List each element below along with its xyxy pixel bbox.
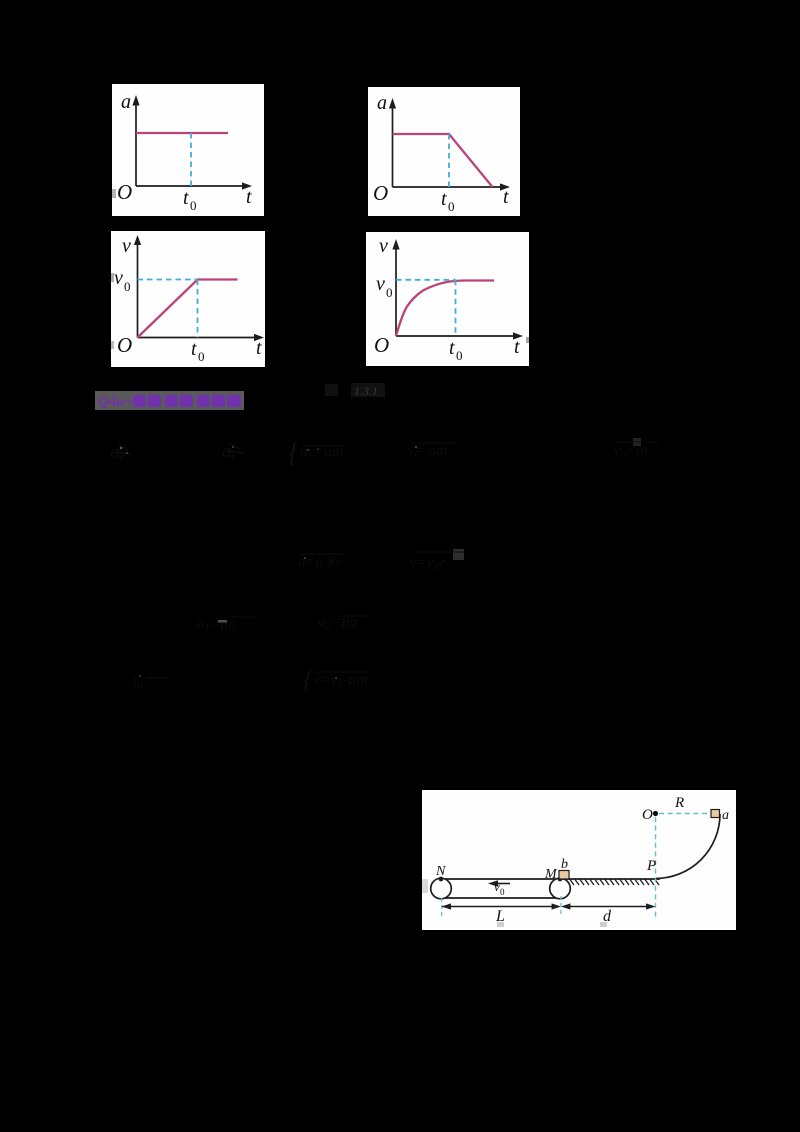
svg-text:t: t bbox=[514, 336, 520, 358]
svg-text:R: R bbox=[674, 795, 684, 811]
svg-text:{: { bbox=[288, 438, 299, 469]
svg-text:0: 0 bbox=[190, 198, 197, 213]
svg-text:t: t bbox=[246, 186, 252, 208]
svg-text:O: O bbox=[642, 807, 653, 823]
svg-text:v: v bbox=[494, 879, 500, 894]
svg-text:O: O bbox=[373, 181, 388, 205]
svg-text:v0=at: v0=at bbox=[614, 443, 649, 461]
svg-text:v=v0-µgt: v=v0-µgt bbox=[314, 672, 369, 690]
svg-text:a2=µg: a2=µg bbox=[318, 614, 358, 632]
svg-text:v: v bbox=[379, 235, 388, 257]
svg-text:t: t bbox=[256, 337, 262, 359]
svg-text:N: N bbox=[435, 864, 446, 879]
svg-text:v: v bbox=[122, 235, 131, 257]
svg-text:t: t bbox=[503, 186, 509, 208]
svg-text:a: a bbox=[121, 91, 131, 113]
svg-text:O: O bbox=[117, 333, 132, 357]
svg-text:t: t bbox=[191, 338, 197, 360]
svg-text:P: P bbox=[646, 858, 656, 874]
svg-text:t: t bbox=[441, 188, 447, 210]
svg-text:0: 0 bbox=[448, 199, 455, 214]
svg-text:a: a bbox=[722, 808, 729, 823]
svg-text:v: v bbox=[114, 267, 123, 289]
svg-text:v: v bbox=[376, 273, 385, 295]
svg-text:v=v0e: v=v0e bbox=[410, 555, 446, 573]
svg-text:{: { bbox=[303, 668, 313, 694]
svg-text:1.3.1: 1.3.1 bbox=[354, 384, 378, 398]
svg-text:t: t bbox=[449, 337, 455, 359]
svg-text:0: 0 bbox=[124, 279, 131, 294]
svg-text:0: 0 bbox=[198, 349, 205, 364]
svg-text:M: M bbox=[544, 867, 558, 882]
svg-text:L: L bbox=[495, 908, 505, 925]
svg-text:b: b bbox=[561, 857, 568, 872]
svg-text:0: 0 bbox=[386, 285, 393, 300]
svg-text:dv=adt: dv=adt bbox=[300, 444, 344, 460]
svg-text:Q4a+: Q4a+ bbox=[98, 394, 132, 410]
svg-text:a=g-kv: a=g-kv bbox=[298, 554, 342, 570]
svg-text:v= adt: v= adt bbox=[408, 443, 449, 459]
svg-text:0: 0 bbox=[500, 887, 505, 897]
svg-text:a: a bbox=[377, 92, 387, 114]
svg-text:t0: t0 bbox=[133, 674, 143, 692]
svg-text:0: 0 bbox=[456, 348, 463, 363]
svg-text:t: t bbox=[183, 187, 189, 209]
svg-text:d: d bbox=[603, 908, 612, 925]
svg-text:a1=µg: a1=µg bbox=[197, 616, 237, 634]
svg-text:O: O bbox=[374, 333, 389, 357]
svg-text:O: O bbox=[117, 180, 132, 204]
